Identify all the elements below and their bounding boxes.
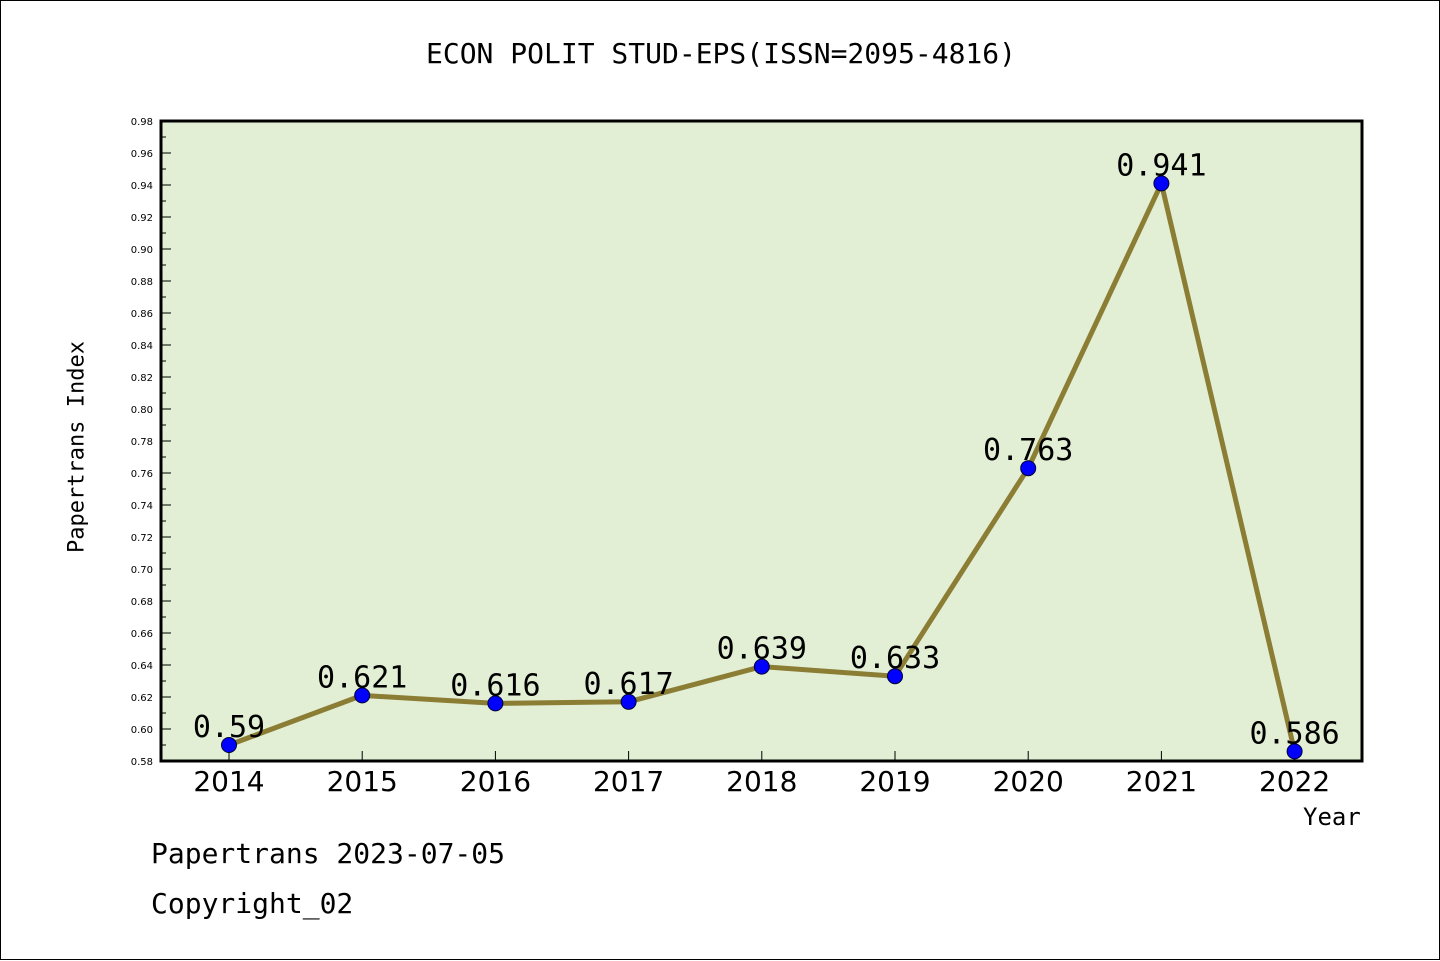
data-point bbox=[1153, 175, 1170, 192]
data-point bbox=[887, 668, 903, 685]
data-point bbox=[221, 737, 237, 753]
data-label: 0.941 bbox=[1116, 148, 1206, 183]
x-tick-label: 2020 bbox=[993, 765, 1064, 798]
data-label: 0.633 bbox=[850, 641, 940, 676]
y-tick-label: 0.80 bbox=[131, 405, 153, 416]
data-point bbox=[487, 695, 504, 712]
data-label: 0.763 bbox=[983, 433, 1073, 468]
plot-border bbox=[159, 119, 1364, 763]
y-tick-label: 0.64 bbox=[131, 661, 153, 672]
y-tick-label: 0.70 bbox=[131, 565, 153, 576]
y-tick-label: 0.96 bbox=[131, 149, 153, 160]
chart-title: ECON POLIT STUD-EPS(ISSN=2095-4816) bbox=[425, 37, 1016, 70]
x-tick-label: 2016 bbox=[460, 765, 531, 798]
y-tick-label: 0.92 bbox=[131, 213, 153, 224]
y-tick-label: 0.88 bbox=[131, 277, 153, 288]
data-point bbox=[753, 658, 770, 675]
footer-date: Papertrans 2023-07-05 bbox=[151, 837, 506, 870]
y-tick-label: 0.82 bbox=[131, 373, 153, 384]
y-tick-label: 0.76 bbox=[131, 469, 153, 480]
data-label: 0.617 bbox=[583, 667, 673, 702]
y-tick-label: 0.90 bbox=[131, 245, 153, 256]
x-axis-label: Year bbox=[1303, 803, 1361, 831]
plot-area bbox=[161, 121, 1362, 761]
data-label: 0.616 bbox=[450, 668, 540, 703]
y-tick-label: 0.60 bbox=[131, 725, 153, 736]
y-tick-label: 0.62 bbox=[131, 693, 153, 704]
x-tick-label: 2022 bbox=[1259, 765, 1330, 798]
data-point bbox=[1286, 743, 1303, 760]
y-tick-label: 0.86 bbox=[131, 309, 153, 320]
x-tick-label: 2021 bbox=[1126, 765, 1197, 798]
y-tick-label: 0.78 bbox=[131, 437, 153, 448]
x-tick-label: 2019 bbox=[859, 765, 930, 798]
x-tick-label: 2014 bbox=[193, 765, 264, 798]
y-tick-label: 0.72 bbox=[131, 533, 153, 544]
x-tick-label: 2015 bbox=[327, 765, 398, 798]
data-point bbox=[354, 687, 371, 704]
data-label: 0.59 bbox=[193, 710, 265, 745]
x-tick-label: 2018 bbox=[726, 765, 797, 798]
x-tick-label: 2017 bbox=[593, 765, 664, 798]
data-point bbox=[1020, 460, 1037, 477]
y-tick-label: 0.58 bbox=[131, 757, 153, 768]
data-point bbox=[620, 693, 637, 710]
footer-copyright: Copyright_02 bbox=[151, 887, 354, 920]
y-tick-label: 0.68 bbox=[131, 597, 153, 608]
y-tick-label: 0.94 bbox=[131, 181, 153, 192]
y-tick-label: 0.74 bbox=[131, 501, 153, 512]
data-label: 0.586 bbox=[1249, 716, 1339, 751]
y-tick-label: 0.84 bbox=[131, 341, 153, 352]
data-label: 0.621 bbox=[317, 660, 407, 695]
data-label: 0.639 bbox=[717, 632, 807, 667]
y-tick-label: 0.66 bbox=[131, 629, 153, 640]
y-tick-label: 0.98 bbox=[131, 117, 153, 128]
